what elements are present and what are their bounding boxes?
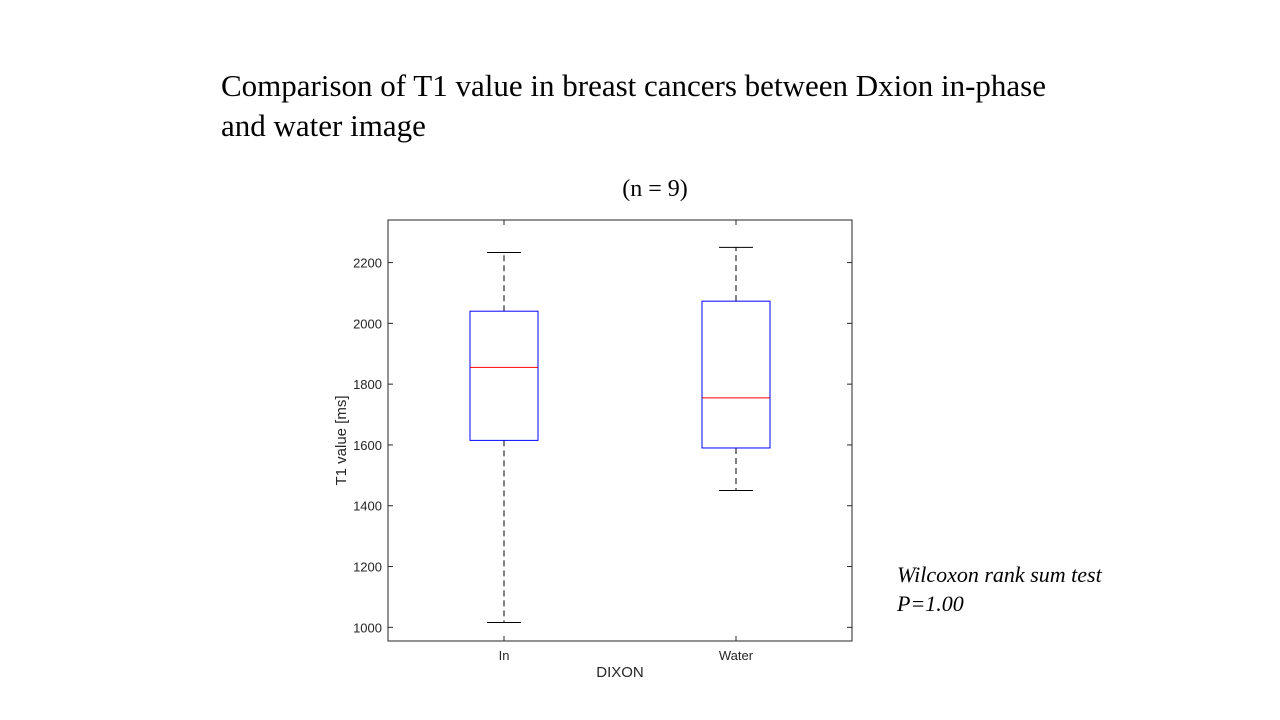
- y-tick-label: 1600: [353, 438, 382, 453]
- p-value: P=1.00: [897, 591, 964, 616]
- test-name: Wilcoxon rank sum test: [897, 562, 1102, 587]
- boxes: [469, 246, 771, 623]
- slide-title-line-2: and water image: [221, 108, 426, 143]
- plot-area: [387, 219, 853, 642]
- box-water: [701, 246, 771, 492]
- box-in: [469, 252, 539, 623]
- y-tick-label: 1000: [353, 620, 382, 635]
- y-tick-label: 2000: [353, 316, 382, 331]
- statistics-note: Wilcoxon rank sum test P=1.00: [897, 560, 1102, 618]
- x-axis-ticks: In Water: [499, 220, 754, 663]
- y-tick-label: 2200: [353, 256, 382, 271]
- y-tick-label: 1800: [353, 377, 382, 392]
- slide-title-line-1: Comparison of T1 value in breast cancers…: [221, 68, 1046, 103]
- slide-title: Comparison of T1 value in breast cancers…: [221, 66, 1101, 146]
- y-axis-label: T1 value [ms]: [333, 395, 350, 485]
- y-tick-label: 1400: [353, 499, 382, 514]
- iqr-box: [469, 310, 539, 441]
- iqr-box: [701, 300, 771, 449]
- y-tick-label: 1200: [353, 560, 382, 575]
- x-tick-label: Water: [719, 648, 754, 663]
- y-axis-ticks: 1000 1200 1400 1600 1800 2000 2200: [353, 256, 852, 635]
- x-tick-label: In: [499, 648, 510, 663]
- chart-title: (n = 9): [622, 176, 688, 202]
- x-axis-label: DIXON: [596, 664, 644, 681]
